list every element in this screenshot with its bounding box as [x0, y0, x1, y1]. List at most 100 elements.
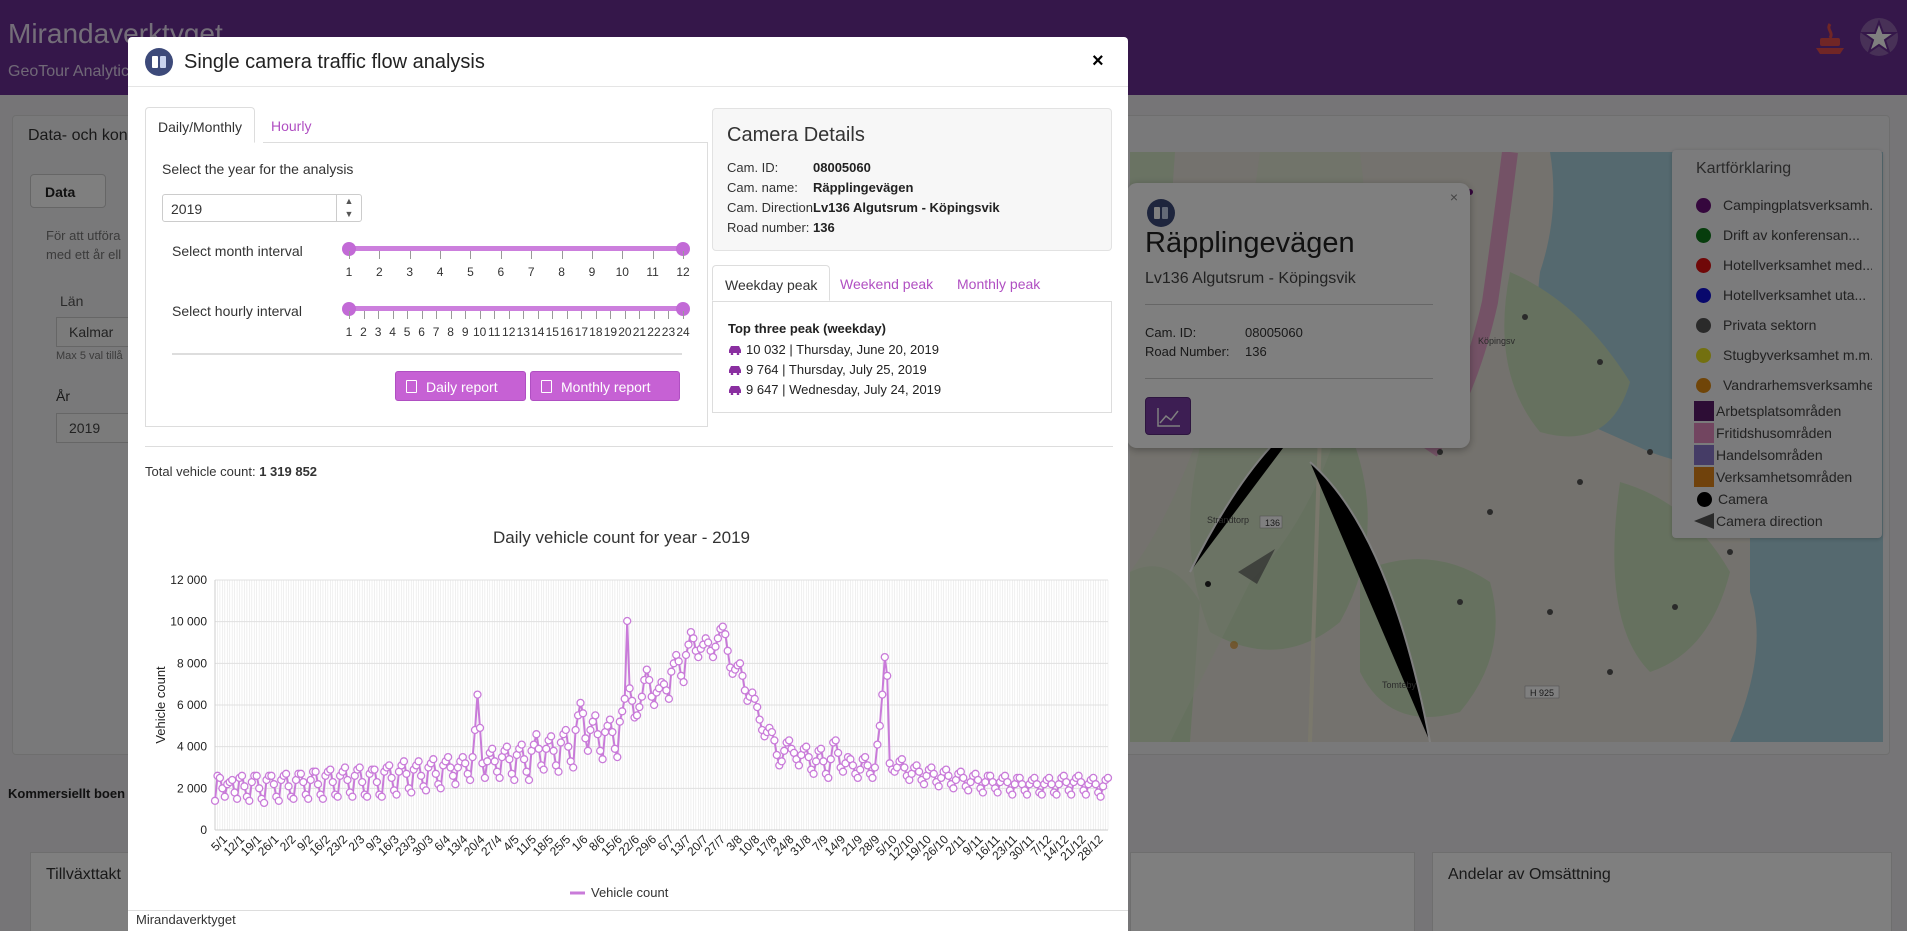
data-point	[578, 709, 588, 718]
data-point	[443, 752, 453, 762]
data-point	[296, 769, 306, 778]
slider-tick-label: 5	[467, 265, 474, 279]
tab-weekend-peak[interactable]: Weekend peak	[840, 276, 934, 292]
data-point	[407, 788, 416, 797]
slider-tick-label: 1	[345, 325, 353, 339]
data-point	[802, 742, 811, 751]
year-spinner[interactable]: ▲ ▼	[336, 195, 361, 221]
daily-report-button[interactable]: Daily report	[395, 371, 526, 401]
slider-tick-label: 10	[615, 265, 629, 279]
slider-tick-label: 21	[632, 325, 647, 339]
data-point	[784, 736, 794, 745]
slider-tick	[581, 311, 583, 319]
data-point	[623, 616, 632, 626]
data-point	[809, 769, 818, 778]
slider-tick	[561, 251, 563, 259]
data-point	[448, 771, 458, 780]
data-point	[875, 721, 884, 730]
data-point	[510, 775, 519, 785]
slider-tick-label: 22	[647, 325, 661, 339]
slider-tick	[624, 311, 626, 319]
modal-footer	[128, 910, 1128, 931]
data-point	[755, 715, 764, 724]
data-point	[664, 694, 674, 703]
data-point	[343, 775, 352, 785]
data-point	[627, 696, 637, 705]
data-point	[831, 736, 840, 745]
year-input[interactable]: 2019	[162, 194, 362, 222]
slider-tick-label: 4	[389, 325, 396, 339]
year-prompt: Select the year for the analysis	[162, 161, 354, 177]
data-point	[694, 652, 703, 662]
analysis-settings-panel	[145, 142, 708, 427]
slider-tick-label: 23	[661, 325, 676, 339]
data-point	[1076, 777, 1086, 787]
data-point	[662, 686, 671, 695]
slider-tick-label: 8	[558, 265, 565, 279]
hour-slider-start-handle[interactable]	[342, 302, 356, 316]
data-point	[860, 752, 870, 762]
data-point	[853, 773, 862, 783]
data-point	[934, 782, 943, 791]
slider-tick-label: 10	[473, 325, 487, 339]
tab-daily-monthly[interactable]: Daily/Monthly	[145, 107, 256, 143]
slider-tick	[668, 311, 670, 319]
month-slider-end-handle[interactable]	[676, 242, 690, 256]
data-point	[964, 786, 973, 795]
hour-slider-end-handle[interactable]	[676, 302, 690, 316]
data-point	[949, 784, 958, 793]
data-point	[586, 725, 595, 735]
data-point	[269, 780, 279, 789]
camera-icon	[145, 48, 173, 76]
slider-tick-label: 18	[589, 325, 603, 339]
monthly-report-button[interactable]: Monthly report	[530, 371, 680, 401]
data-point	[358, 777, 367, 787]
peak-item: 10 032 | Thursday, June 20, 2019	[728, 342, 939, 357]
data-point	[613, 752, 622, 762]
daily-vehicle-chart[interactable]: 0 2 000 4 000 6 000 8 000 10 000 12 000 Daily v…	[145, 492, 1115, 912]
slider-tick-label: 7	[527, 265, 535, 279]
data-point	[232, 794, 242, 803]
spin-up-icon[interactable]: ▲	[344, 196, 354, 206]
data-point	[490, 757, 499, 766]
car-icon	[729, 366, 741, 375]
slider-tick-label: 12	[502, 325, 516, 339]
data-point	[596, 746, 605, 755]
data-point	[897, 755, 907, 764]
data-point	[816, 744, 826, 753]
tab-monthly-peak[interactable]: Monthly peak	[957, 276, 1041, 292]
data-point	[475, 723, 485, 733]
tab-hourly[interactable]: Hourly	[271, 118, 312, 134]
data-point	[819, 757, 828, 766]
slider-tick	[494, 311, 496, 319]
slider-tick	[610, 311, 612, 319]
data-point	[1003, 777, 1012, 787]
month-slider-track[interactable]	[349, 246, 683, 251]
data-point	[804, 752, 813, 762]
tab-border	[263, 142, 708, 143]
slider-tick	[552, 311, 554, 319]
slider-tick	[436, 311, 438, 319]
slider-tick-label: 7	[432, 325, 440, 339]
document-icon	[406, 380, 417, 393]
data-point	[571, 725, 580, 735]
slider-tick	[479, 311, 481, 319]
data-point	[522, 767, 531, 776]
slider-tick-label: 13	[516, 325, 530, 339]
month-slider-start-handle[interactable]	[342, 242, 356, 256]
data-point	[721, 630, 730, 639]
spin-down-icon[interactable]: ▼	[344, 209, 354, 219]
data-point	[370, 765, 379, 774]
data-point	[546, 732, 556, 741]
data-point	[863, 761, 872, 770]
modal-header	[128, 37, 1128, 87]
data-point	[1022, 790, 1032, 799]
data-point	[569, 763, 578, 772]
hour-slider-track[interactable]	[349, 306, 683, 311]
slider-tick	[379, 251, 381, 259]
modal-close-button[interactable]: ×	[1092, 50, 1104, 72]
tab-weekday-peak[interactable]: Weekday peak	[712, 265, 831, 301]
camera-details-title: Camera Details	[727, 124, 865, 146]
modal-title: Single camera traffic flow analysis	[184, 51, 485, 73]
data-point	[215, 773, 225, 783]
